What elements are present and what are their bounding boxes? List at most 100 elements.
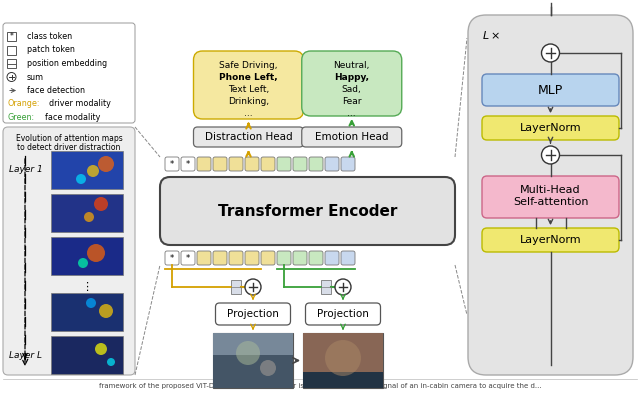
FancyBboxPatch shape [293, 251, 307, 265]
Circle shape [107, 358, 115, 366]
Circle shape [245, 279, 261, 295]
FancyBboxPatch shape [482, 74, 619, 106]
Bar [303, 333, 383, 371]
Circle shape [78, 258, 88, 268]
Text: *: * [186, 253, 190, 263]
Circle shape [76, 174, 86, 184]
Text: LayerNorm: LayerNorm [520, 235, 581, 245]
Bar [213, 333, 293, 355]
FancyBboxPatch shape [193, 51, 303, 119]
Circle shape [99, 304, 113, 318]
Text: Green:: Green: [7, 113, 34, 122]
Text: *: * [170, 160, 174, 169]
Text: Fear: Fear [342, 97, 362, 106]
Circle shape [95, 343, 107, 355]
FancyBboxPatch shape [309, 157, 323, 171]
Circle shape [7, 72, 16, 81]
Text: Layer L: Layer L [9, 351, 42, 360]
Bar [51, 151, 123, 189]
Bar [51, 293, 123, 331]
FancyBboxPatch shape [245, 157, 259, 171]
Text: MLP: MLP [538, 83, 563, 97]
FancyBboxPatch shape [305, 303, 381, 325]
Bar [321, 280, 331, 294]
Text: sum: sum [27, 72, 44, 81]
Text: to detect driver distraction: to detect driver distraction [17, 143, 121, 152]
Bar [303, 371, 383, 388]
Circle shape [325, 340, 361, 376]
FancyBboxPatch shape [245, 251, 259, 265]
Text: *: * [186, 160, 190, 169]
Text: Projection: Projection [317, 309, 369, 319]
Text: Layer 1: Layer 1 [9, 165, 43, 174]
Text: Emotion Head: Emotion Head [315, 132, 388, 142]
Circle shape [86, 298, 96, 308]
Circle shape [541, 44, 559, 62]
Text: class token: class token [27, 32, 72, 41]
Circle shape [98, 156, 114, 172]
Text: *: * [10, 32, 13, 41]
FancyBboxPatch shape [229, 157, 243, 171]
FancyBboxPatch shape [482, 228, 619, 252]
Text: Sad,: Sad, [342, 85, 362, 94]
Text: ⋮: ⋮ [81, 282, 93, 292]
Bar [7, 59, 16, 68]
Circle shape [87, 244, 105, 262]
Circle shape [94, 197, 108, 211]
FancyBboxPatch shape [160, 177, 455, 245]
Text: $L \times$: $L \times$ [482, 29, 500, 41]
Bar [213, 333, 293, 388]
FancyBboxPatch shape [301, 51, 402, 116]
Bar [213, 355, 293, 388]
Circle shape [87, 165, 99, 177]
FancyBboxPatch shape [181, 157, 195, 171]
FancyBboxPatch shape [341, 251, 355, 265]
Circle shape [260, 360, 276, 376]
Text: framework of the proposed ViT-DD. First, a face detector is applied to the input: framework of the proposed ViT-DD. First,… [99, 383, 541, 389]
Text: driver modality: driver modality [49, 99, 111, 108]
Text: Projection: Projection [227, 309, 279, 319]
Text: position embedding: position embedding [27, 59, 107, 68]
FancyBboxPatch shape [197, 157, 211, 171]
FancyBboxPatch shape [468, 15, 633, 375]
FancyBboxPatch shape [165, 251, 179, 265]
FancyBboxPatch shape [325, 251, 339, 265]
Text: Happy,: Happy, [334, 73, 369, 82]
Circle shape [84, 212, 94, 222]
FancyBboxPatch shape [213, 251, 227, 265]
FancyBboxPatch shape [261, 251, 275, 265]
Circle shape [335, 279, 351, 295]
Bar [51, 237, 123, 275]
Text: Text Left,: Text Left, [228, 85, 269, 94]
FancyBboxPatch shape [341, 157, 355, 171]
Text: Evolution of attention maps: Evolution of attention maps [15, 134, 122, 143]
FancyBboxPatch shape [181, 251, 195, 265]
Text: Multi-Head: Multi-Head [520, 185, 581, 195]
FancyBboxPatch shape [301, 127, 402, 147]
Text: Distraction Head: Distraction Head [205, 132, 292, 142]
Text: Drinking,: Drinking, [228, 97, 269, 106]
Text: Neutral,: Neutral, [333, 61, 370, 70]
FancyBboxPatch shape [325, 157, 339, 171]
FancyBboxPatch shape [482, 116, 619, 140]
Circle shape [236, 341, 260, 365]
Text: LayerNorm: LayerNorm [520, 123, 581, 133]
Text: Phone Left,: Phone Left, [219, 73, 278, 82]
Bar [51, 194, 123, 232]
FancyBboxPatch shape [261, 157, 275, 171]
Text: *: * [170, 253, 174, 263]
FancyBboxPatch shape [213, 157, 227, 171]
Text: Orange:: Orange: [7, 99, 40, 108]
Text: Self-attention: Self-attention [513, 197, 588, 207]
FancyBboxPatch shape [277, 251, 291, 265]
FancyBboxPatch shape [3, 127, 135, 375]
FancyBboxPatch shape [482, 176, 619, 218]
FancyBboxPatch shape [216, 303, 291, 325]
Text: Transformer Encoder: Transformer Encoder [218, 204, 397, 219]
FancyBboxPatch shape [3, 23, 135, 123]
Text: face detection: face detection [27, 86, 85, 95]
Text: ...: ... [348, 109, 356, 118]
FancyBboxPatch shape [309, 251, 323, 265]
FancyBboxPatch shape [165, 157, 179, 171]
Bar [51, 336, 123, 374]
